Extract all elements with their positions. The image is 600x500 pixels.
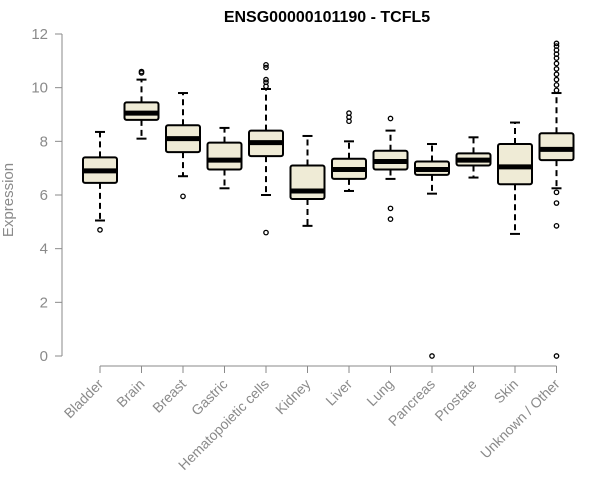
outlier-point	[553, 223, 560, 229]
iqr-box	[497, 143, 533, 186]
box-lung	[372, 115, 409, 222]
y-tick-label: 0	[40, 348, 48, 365]
box-brain	[123, 68, 160, 140]
outlier-point	[553, 200, 560, 206]
x-tick-label: Breast	[149, 376, 189, 416]
outlier-point	[97, 227, 103, 233]
outlier-point	[429, 353, 435, 359]
outlier-point	[553, 60, 560, 67]
box-gastric	[206, 126, 243, 190]
outlier-point	[263, 76, 269, 83]
outlier-point	[553, 43, 560, 49]
iqr-box	[538, 132, 575, 162]
box-kidney	[289, 134, 326, 227]
y-tick-label: 2	[40, 294, 48, 311]
box-breast	[165, 92, 201, 200]
outlier-point	[263, 79, 269, 86]
outlier-point	[138, 68, 145, 75]
box-unknown-other	[538, 40, 575, 359]
box-pancreas	[414, 143, 450, 359]
box-skin	[497, 121, 533, 235]
chart-title: ENSG00000101190 - TCFL5	[224, 9, 430, 26]
x-tick-label: Prostate	[431, 376, 479, 424]
outlier-point	[263, 62, 269, 68]
outlier-point	[180, 193, 186, 200]
outlier-point	[553, 82, 560, 88]
outlier-point	[346, 110, 352, 117]
outlier-point	[263, 64, 269, 71]
y-tick-label: 8	[40, 133, 48, 150]
y-tick-label: 10	[31, 80, 48, 97]
outlier-point	[553, 353, 560, 359]
outlier-point	[387, 216, 394, 222]
box-liver	[331, 110, 367, 192]
box-hematopoietic-cells	[248, 62, 284, 236]
outlier-point	[553, 189, 560, 196]
outlier-point	[553, 66, 560, 72]
box-prostate	[455, 136, 492, 179]
y-axis: 0 2 4 6 8 10 12	[31, 26, 63, 365]
outlier-point	[387, 205, 394, 212]
x-tick-label: Bladder	[61, 376, 107, 422]
outlier-point	[553, 71, 560, 78]
outlier-point	[553, 87, 560, 94]
x-tick-label: Brain	[113, 376, 147, 410]
x-tick-label: Kidney	[272, 376, 314, 418]
y-tick-label: 12	[31, 26, 48, 43]
x-tick-label: Liver	[322, 376, 355, 409]
iqr-box	[289, 164, 326, 201]
outlier-point	[263, 229, 269, 236]
outlier-point	[553, 40, 560, 47]
box-bladder	[82, 130, 118, 233]
y-tick-label: 4	[40, 241, 48, 258]
box-series	[82, 40, 575, 359]
x-tick-label: Lung	[363, 376, 396, 409]
outlier-point	[553, 76, 560, 83]
x-tick-label: Skin	[491, 376, 522, 407]
y-tick-label: 6	[40, 187, 48, 204]
x-tick-label: Unknown / Other	[477, 376, 563, 462]
y-axis-label: Expression	[0, 163, 17, 237]
iqr-box	[206, 141, 243, 171]
outlier-point	[387, 115, 394, 122]
